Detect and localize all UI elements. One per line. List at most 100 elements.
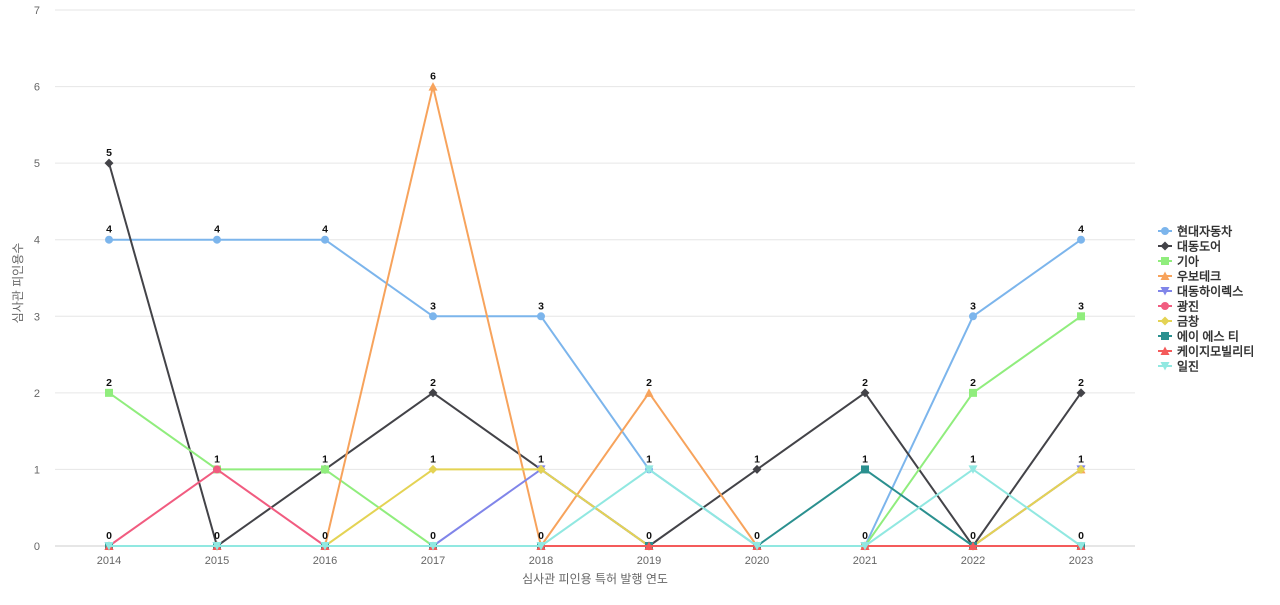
data-point	[1076, 464, 1086, 474]
legend-marker	[1160, 362, 1170, 371]
data-label: 6	[430, 71, 436, 83]
x-tick-label: 2019	[637, 555, 661, 567]
data-point	[1076, 388, 1086, 398]
data-label: 2	[970, 377, 976, 389]
legend-marker	[1160, 346, 1170, 355]
x-tick-label: 2018	[529, 555, 553, 567]
series-line	[109, 468, 1082, 547]
legend-item[interactable]: 기아	[1158, 254, 1199, 269]
data-label: 1	[970, 453, 976, 465]
legend-label: 대동도어	[1177, 239, 1221, 254]
legend-item[interactable]: 케이지모빌리티	[1158, 344, 1254, 359]
data-label: 1	[322, 453, 328, 465]
legend-marker	[1160, 316, 1170, 326]
data-label: 0	[430, 530, 436, 542]
data-point	[860, 388, 870, 398]
data-point	[860, 542, 870, 551]
data-point	[429, 312, 437, 321]
legend-marker	[1161, 227, 1169, 235]
data-point	[536, 542, 546, 551]
data-label: 4	[1078, 224, 1084, 236]
data-label: 1	[214, 453, 220, 465]
data-label: 2	[1078, 377, 1084, 389]
data-label: 2	[862, 377, 868, 389]
y-tick-label: 2	[34, 388, 40, 400]
legend-item[interactable]: 금창	[1158, 314, 1199, 329]
data-label: 4	[214, 224, 220, 236]
y-tick-label: 5	[34, 158, 40, 170]
legend-marker	[1161, 302, 1169, 310]
data-point	[213, 465, 221, 474]
data-label: 1	[538, 453, 544, 465]
legend-item[interactable]: 대동하이렉스	[1158, 284, 1243, 299]
data-label: 4	[322, 224, 328, 236]
data-point	[104, 542, 114, 551]
y-tick-label: 1	[34, 464, 40, 476]
data-label: 0	[322, 530, 328, 542]
series-lines	[104, 82, 1086, 551]
data-point	[1077, 312, 1085, 321]
x-axis-title: 심사관 피인용 특허 발행 연도	[522, 571, 668, 586]
data-label: 3	[538, 300, 544, 312]
data-label: 0	[754, 530, 760, 542]
legend-item[interactable]: 일진	[1158, 359, 1199, 374]
legend-label: 에이 에스 티	[1177, 329, 1239, 344]
series-line	[108, 315, 1082, 547]
series-line	[109, 238, 1082, 547]
legend-item[interactable]: 에이 에스 티	[1158, 329, 1239, 344]
legend-label: 금창	[1177, 314, 1199, 329]
data-label: 0	[106, 530, 112, 542]
legend-label: 광진	[1177, 299, 1199, 314]
x-tick-label: 2023	[1069, 555, 1093, 567]
data-point	[536, 464, 546, 474]
data-point	[537, 312, 545, 321]
data-point	[105, 388, 113, 397]
x-tick-label: 2022	[961, 555, 985, 567]
y-tick-label: 3	[34, 311, 40, 323]
data-point	[1076, 542, 1086, 551]
data-point	[752, 542, 762, 551]
data-label: 1	[646, 453, 652, 465]
legend-label: 기아	[1177, 254, 1199, 269]
data-point	[105, 235, 113, 244]
data-label: 3	[970, 300, 976, 312]
x-tick-label: 2014	[97, 555, 121, 567]
legend-label: 현대자동차	[1177, 224, 1232, 239]
legend-label: 일진	[1177, 359, 1199, 374]
data-label: 2	[646, 377, 652, 389]
legend-marker	[1160, 241, 1170, 251]
data-point	[644, 541, 654, 550]
x-tick-label: 2016	[313, 555, 337, 567]
data-point	[1077, 235, 1085, 244]
legend-marker	[1161, 332, 1169, 340]
data-label: 2	[430, 377, 436, 389]
data-label: 1	[430, 453, 436, 465]
data-point	[968, 541, 978, 550]
data-label: 1	[1078, 453, 1084, 465]
data-point	[428, 542, 438, 551]
data-point	[213, 235, 221, 244]
data-label: 5	[106, 147, 112, 159]
x-tick-label: 2017	[421, 555, 445, 567]
series-10	[104, 465, 1086, 551]
legend-item[interactable]: 광진	[1158, 299, 1199, 314]
data-point	[968, 465, 978, 474]
data-labels: 4 5 2 0 4 1 0 4 1 0 6 3 2 1 0 3 1 0 2 1 0 1 0 2 1 0 3 2 1 0 4 3 2 1 0	[106, 71, 1084, 542]
series-2	[104, 158, 1086, 551]
data-label: 0	[862, 530, 868, 542]
data-label: 3	[430, 300, 436, 312]
y-tick-label: 4	[34, 235, 40, 247]
data-point	[428, 388, 438, 398]
legend-item[interactable]: 우보테크	[1158, 270, 1221, 284]
data-point	[321, 465, 329, 474]
legend-label: 우보테크	[1177, 270, 1221, 284]
data-label: 1	[754, 453, 760, 465]
data-label: 0	[214, 530, 220, 542]
legend-item[interactable]: 대동도어	[1158, 239, 1221, 254]
data-point	[321, 235, 329, 244]
data-label: 0	[1078, 530, 1084, 542]
data-point	[969, 312, 977, 321]
legend-item[interactable]: 현대자동차	[1158, 224, 1232, 239]
